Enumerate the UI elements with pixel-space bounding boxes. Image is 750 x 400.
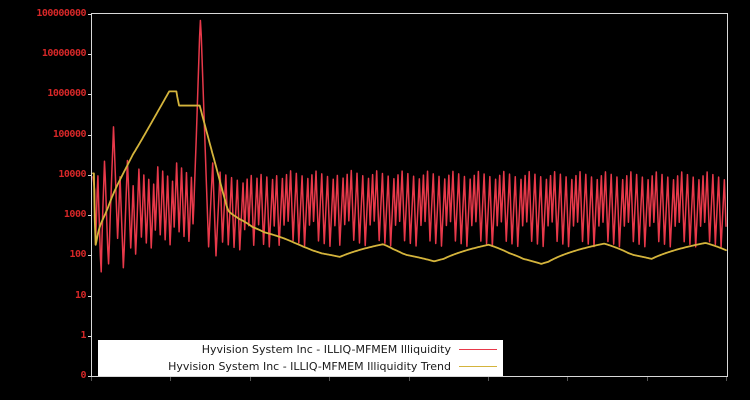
legend-color-swatch (459, 366, 497, 367)
y-axis-tick-label: 100000 (52, 128, 87, 140)
y-axis-tick-mark (88, 174, 92, 176)
y-axis-tick-label: 1 (80, 329, 86, 341)
y-axis-tick-mark (88, 134, 92, 136)
x-axis-tick-mark (408, 377, 410, 381)
x-axis-tick-mark (170, 377, 172, 381)
plot-area (91, 13, 728, 377)
x-axis-tick-mark (91, 377, 92, 381)
y-axis-tick-mark (88, 54, 92, 56)
y-axis-tick-label: 10000 (58, 168, 86, 180)
x-axis-tick-mark (329, 377, 331, 381)
y-axis-tick-mark (88, 376, 92, 377)
y-axis-tick-label: 10000000 (41, 48, 87, 60)
chart-legend: Hyvision System Inc - ILLIQ-MFMEM Illiqu… (98, 340, 503, 376)
y-axis-tick-label: 10 (74, 289, 87, 301)
y-axis-tick-label: 1000 (63, 209, 87, 221)
y-axis-tick-label: 0 (80, 370, 86, 381)
series-canvas (92, 14, 727, 376)
x-axis-tick-mark (249, 377, 251, 381)
y-axis: 100000000 10000000 1000000 100000 10000 1000 1… (0, 0, 86, 400)
y-axis-tick-mark (88, 335, 92, 337)
x-axis-tick-mark (726, 377, 727, 381)
y-axis-tick-mark (88, 14, 92, 15)
y-axis-tick-label: 100 (69, 249, 86, 261)
legend-color-swatch (459, 349, 497, 350)
y-axis-tick-mark (88, 255, 92, 257)
y-axis-tick-mark (88, 295, 92, 297)
series-line-illiquidity (93, 20, 726, 271)
legend-item-label: Hyvision System Inc - ILLIQ-MFMEM Illiqu… (201, 342, 451, 356)
x-axis-tick-mark (567, 377, 569, 381)
legend-item[interactable]: Hyvision System Inc - ILLIQ-MFMEM Illiqu… (98, 341, 503, 358)
y-axis-tick-label: 1000000 (47, 88, 86, 100)
y-axis-tick-label: 100000000 (36, 8, 86, 19)
legend-item-label: Hyvision System Inc - ILLIQ-MFMEM Illiqu… (168, 359, 451, 373)
legend-item[interactable]: Hyvision System Inc - ILLIQ-MFMEM Illiqu… (98, 358, 503, 375)
y-axis-tick-mark (88, 215, 92, 217)
y-axis-tick-mark (88, 94, 92, 96)
x-axis-tick-mark (646, 377, 648, 381)
series-line-trend (93, 91, 726, 263)
x-axis-tick-mark (487, 377, 489, 381)
